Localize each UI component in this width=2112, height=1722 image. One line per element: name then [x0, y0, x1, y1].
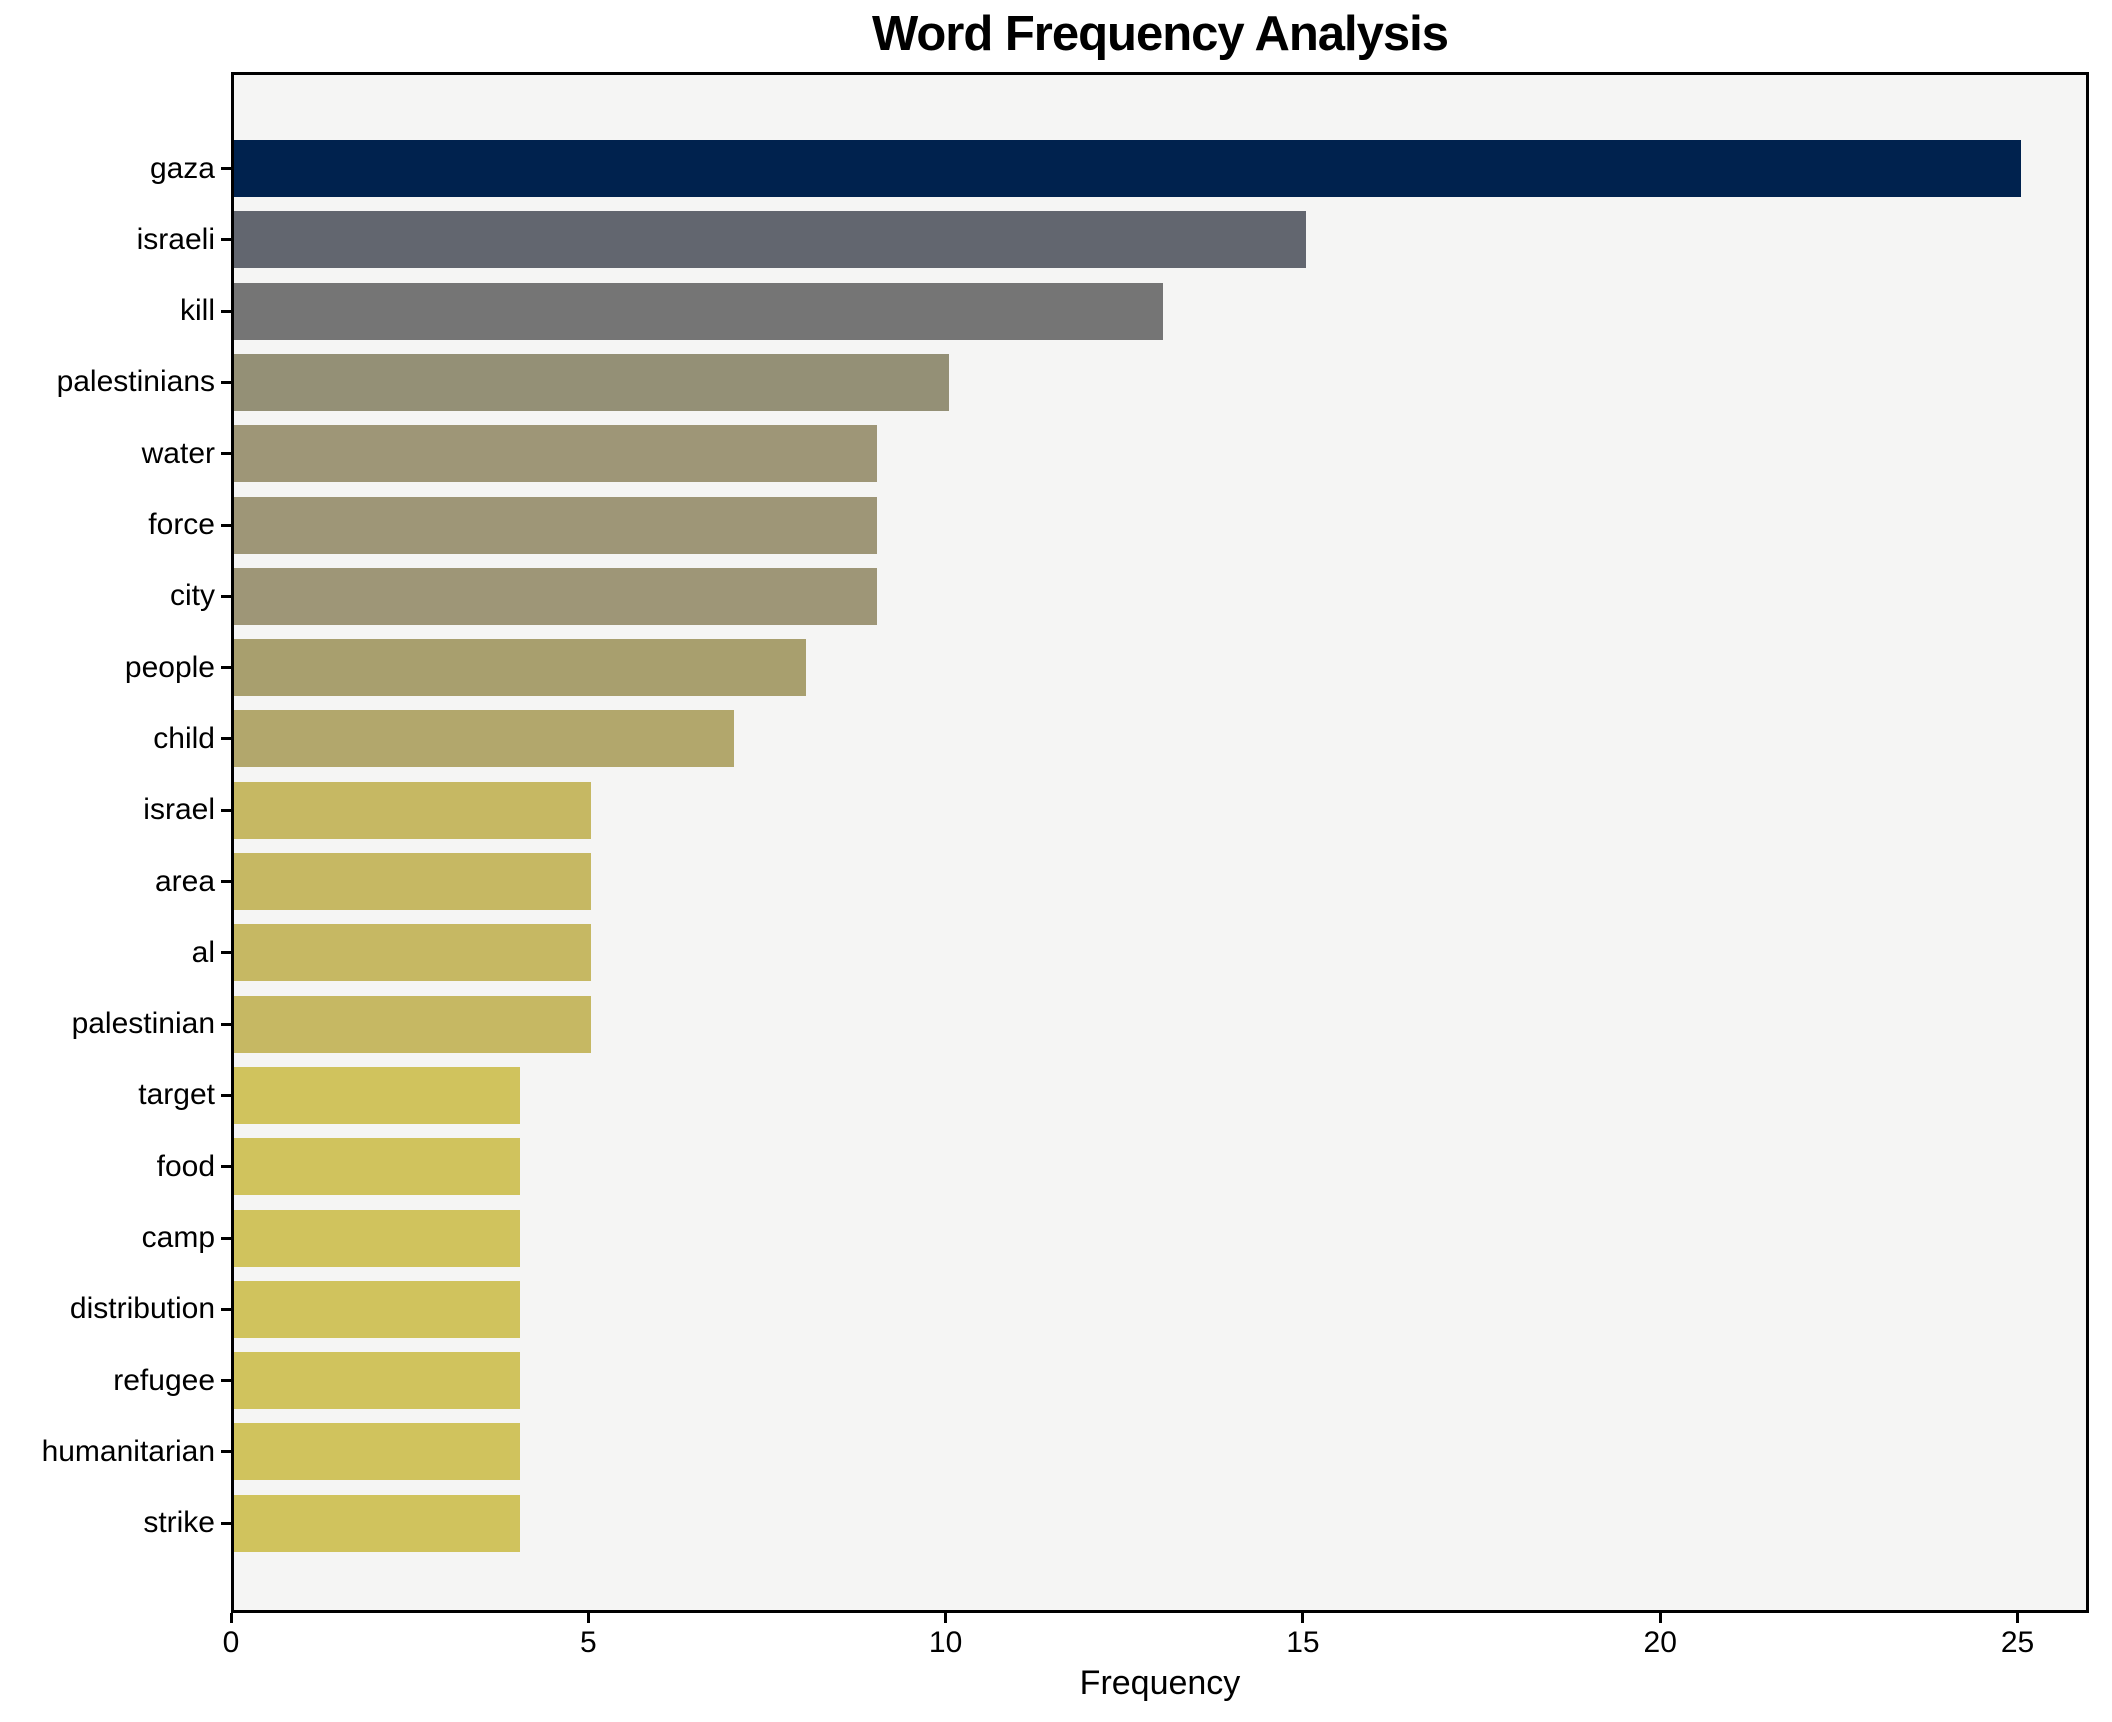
- y-tick-target: [221, 1093, 231, 1097]
- y-tick-water: [221, 452, 231, 456]
- y-tick-label-israel: israel: [143, 793, 215, 827]
- y-tick-palestinian: [221, 1022, 231, 1026]
- bar-camp: [234, 1209, 520, 1267]
- x-tick-label-25: 25: [2000, 1626, 2035, 1659]
- bar-refugee: [234, 1352, 520, 1410]
- y-tick-label-kill: kill: [180, 294, 215, 328]
- y-tick-force: [221, 523, 231, 527]
- x-tick-label-15: 15: [1286, 1626, 1320, 1659]
- y-tick-food: [221, 1165, 231, 1169]
- bar-strike: [234, 1494, 520, 1552]
- bar-palestinians: [234, 353, 949, 411]
- y-tick-area: [221, 880, 231, 883]
- bar-kill: [234, 282, 1163, 340]
- y-tick-gaza: [221, 167, 231, 170]
- bar-city: [234, 567, 877, 625]
- x-tick-label-10: 10: [928, 1626, 963, 1659]
- plot-area: [231, 72, 2089, 1613]
- y-tick-label-palestinian: palestinian: [71, 1007, 215, 1041]
- bar-water: [234, 425, 877, 483]
- bar-area: [234, 853, 591, 910]
- bar-target: [234, 1066, 520, 1124]
- bar-humanitarian: [234, 1423, 520, 1481]
- bar-force: [234, 496, 877, 554]
- y-tick-people: [221, 666, 231, 670]
- y-tick-label-strike: strike: [143, 1506, 215, 1540]
- chart-title: Word Frequency Analysis: [871, 7, 1449, 61]
- y-tick-label-al: al: [191, 935, 215, 969]
- y-tick-label-water: water: [141, 436, 215, 470]
- y-tick-label-city: city: [170, 579, 215, 613]
- bar-food: [234, 1138, 520, 1196]
- bar-israel: [234, 781, 591, 839]
- y-tick-distribution: [221, 1307, 231, 1311]
- y-tick-al: [221, 951, 231, 955]
- bar-israeli: [234, 211, 1306, 269]
- y-tick-label-distribution: distribution: [69, 1292, 215, 1326]
- y-tick-palestinians: [221, 380, 231, 384]
- x-axis-label: Frequency: [1079, 1664, 1241, 1702]
- x-tick-25: [2016, 1613, 2020, 1623]
- bar-al: [234, 924, 591, 982]
- y-tick-label-camp: camp: [141, 1221, 215, 1254]
- y-tick-label-refugee: refugee: [113, 1363, 215, 1397]
- y-tick-label-people: people: [124, 650, 215, 684]
- x-tick-label-0: 0: [222, 1626, 240, 1659]
- y-tick-label-force: force: [148, 508, 215, 541]
- bar-distribution: [234, 1280, 520, 1338]
- y-tick-kill: [221, 309, 231, 313]
- y-tick-humanitarian: [221, 1450, 231, 1454]
- x-tick-20: [1658, 1613, 1662, 1623]
- x-tick-5: [586, 1613, 590, 1623]
- y-tick-label-area: area: [154, 864, 215, 898]
- bar-people: [234, 639, 806, 697]
- y-tick-israeli: [221, 238, 231, 242]
- y-tick-label-food: food: [156, 1149, 215, 1183]
- y-tick-label-israeli: israeli: [136, 222, 215, 256]
- y-tick-label-humanitarian: humanitarian: [41, 1434, 215, 1468]
- bar-gaza: [234, 140, 2021, 197]
- x-tick-0: [229, 1613, 233, 1623]
- y-tick-label-palestinians: palestinians: [56, 365, 215, 399]
- x-tick-15: [1301, 1613, 1305, 1623]
- y-tick-label-child: child: [153, 721, 215, 755]
- y-tick-camp: [221, 1236, 231, 1240]
- y-tick-label-gaza: gaza: [149, 151, 215, 185]
- y-tick-label-target: target: [138, 1078, 215, 1112]
- y-tick-city: [221, 594, 231, 598]
- x-tick-10: [944, 1613, 948, 1623]
- y-tick-child: [221, 737, 231, 741]
- bar-palestinian: [234, 995, 591, 1053]
- y-tick-refugee: [221, 1379, 231, 1383]
- bar-child: [234, 710, 734, 768]
- y-tick-strike: [221, 1521, 231, 1525]
- y-tick-israel: [221, 808, 231, 812]
- x-tick-label-5: 5: [579, 1626, 597, 1659]
- x-tick-label-20: 20: [1643, 1626, 1677, 1659]
